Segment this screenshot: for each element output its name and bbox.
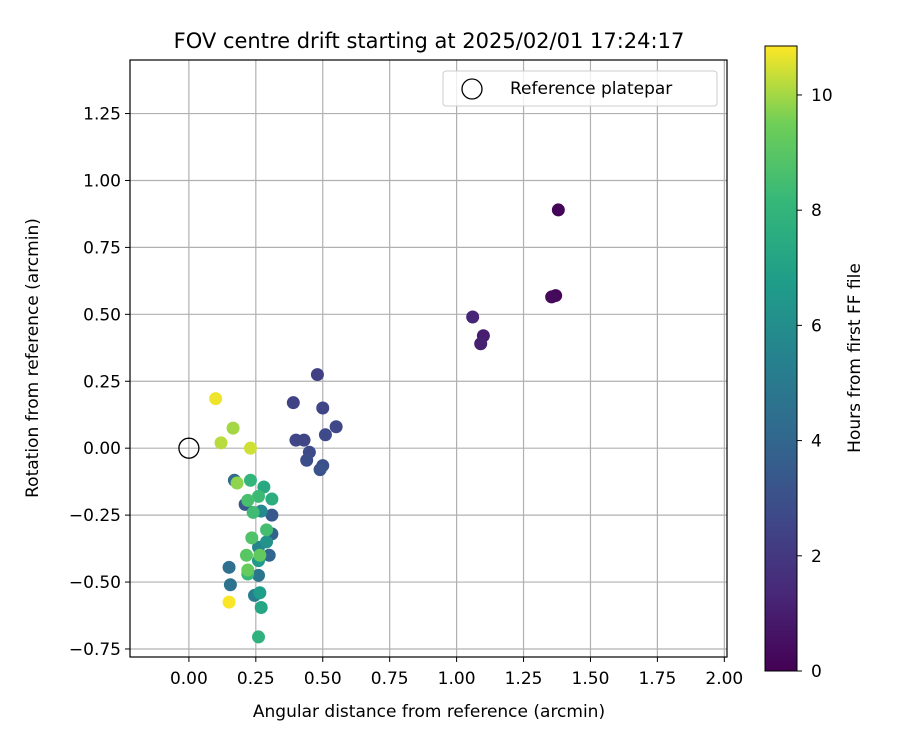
data-point: [466, 310, 480, 324]
data-point: [254, 600, 268, 614]
data-point: [545, 290, 559, 304]
data-point: [223, 578, 237, 592]
y-axis-label: Rotation from reference (arcmin): [23, 218, 43, 498]
y-tick-label: −0.50: [69, 573, 121, 593]
data-point: [252, 630, 266, 644]
data-point: [286, 396, 300, 410]
data-point: [260, 535, 274, 549]
data-point: [551, 203, 565, 217]
x-axis-ticks: 0.00 0.25 0.50 0.75 1.00 1.25 1.50 1.75 2.00: [170, 657, 743, 689]
data-point: [252, 489, 266, 503]
data-point: [230, 476, 244, 490]
data-point: [262, 548, 276, 562]
data-point: [300, 453, 314, 467]
data-point: [239, 548, 253, 562]
data-point: [245, 531, 259, 545]
data-point: [222, 595, 236, 609]
data-point: [226, 421, 240, 435]
data-point: [313, 463, 327, 477]
reference-platepar-marker: [178, 437, 200, 459]
data-point: [297, 433, 311, 447]
plot-frame: [129, 59, 728, 658]
legend-label: Reference platepar: [510, 79, 672, 99]
x-tick-label: 0.75: [371, 669, 409, 689]
data-point: [241, 493, 255, 507]
colorbar: 0 2 4 6 8 10 Hours from first FF file: [764, 45, 865, 682]
y-tick-label: 1.00: [83, 171, 121, 191]
data-point: [474, 337, 488, 351]
colorbar-tick-label: 6: [811, 316, 822, 336]
data-points: [209, 203, 565, 644]
x-tick-label: 1.50: [572, 669, 610, 689]
data-point: [222, 560, 236, 574]
data-point: [243, 441, 257, 455]
colorbar-label: Hours from first FF file: [845, 263, 865, 453]
y-tick-label: −0.75: [69, 640, 121, 660]
colorbar-ticks: 0 2 4 6 8 10: [797, 86, 833, 682]
data-point: [265, 508, 279, 522]
colorbar-tick-label: 0: [811, 662, 822, 682]
colorbar-gradient: [764, 45, 798, 672]
x-tick-label: 0.25: [237, 669, 275, 689]
chart-title: FOV centre drift starting at 2025/02/01 …: [174, 29, 685, 53]
data-point: [329, 420, 343, 434]
data-point: [310, 368, 324, 382]
legend-box: [442, 70, 718, 107]
data-point: [253, 586, 267, 600]
data-point: [214, 436, 228, 450]
x-tick-label: 1.75: [638, 669, 676, 689]
y-axis-ticks: −0.75 −0.50 −0.25 0.00 0.25 0.50 0.75 1.00 1.25: [69, 105, 130, 660]
colorbar-tick-label: 2: [811, 547, 822, 567]
x-tick-label: 0.50: [304, 669, 342, 689]
y-tick-label: −0.25: [69, 506, 121, 526]
x-tick-label: 1.25: [505, 669, 543, 689]
x-tick-label: 0.00: [170, 669, 208, 689]
data-point: [246, 505, 260, 519]
data-point: [252, 568, 266, 582]
colorbar-tick-label: 4: [811, 432, 822, 452]
y-tick-label: 1.25: [83, 105, 121, 125]
x-axis-label: Angular distance from reference (arcmin): [253, 702, 605, 722]
colorbar-tick-label: 8: [811, 201, 822, 221]
data-point: [241, 563, 255, 577]
y-tick-label: 0.25: [83, 372, 121, 392]
data-point: [316, 401, 330, 415]
data-point: [243, 473, 257, 487]
reference-marker-layer: [178, 437, 200, 459]
y-tick-label: 0.50: [83, 305, 121, 325]
x-tick-label: 1.00: [438, 669, 476, 689]
data-point: [318, 428, 332, 442]
x-tick-label: 2.00: [705, 669, 743, 689]
y-tick-label: 0.00: [83, 439, 121, 459]
data-point: [260, 523, 274, 537]
y-tick-label: 0.75: [83, 238, 121, 258]
colorbar-tick-label: 10: [811, 86, 833, 106]
data-point: [253, 548, 267, 562]
legend-marker-open-circle: [461, 78, 483, 100]
data-point: [265, 492, 279, 506]
data-point: [209, 392, 223, 406]
legend: Reference platepar: [442, 70, 718, 107]
plot-area: [130, 60, 727, 657]
